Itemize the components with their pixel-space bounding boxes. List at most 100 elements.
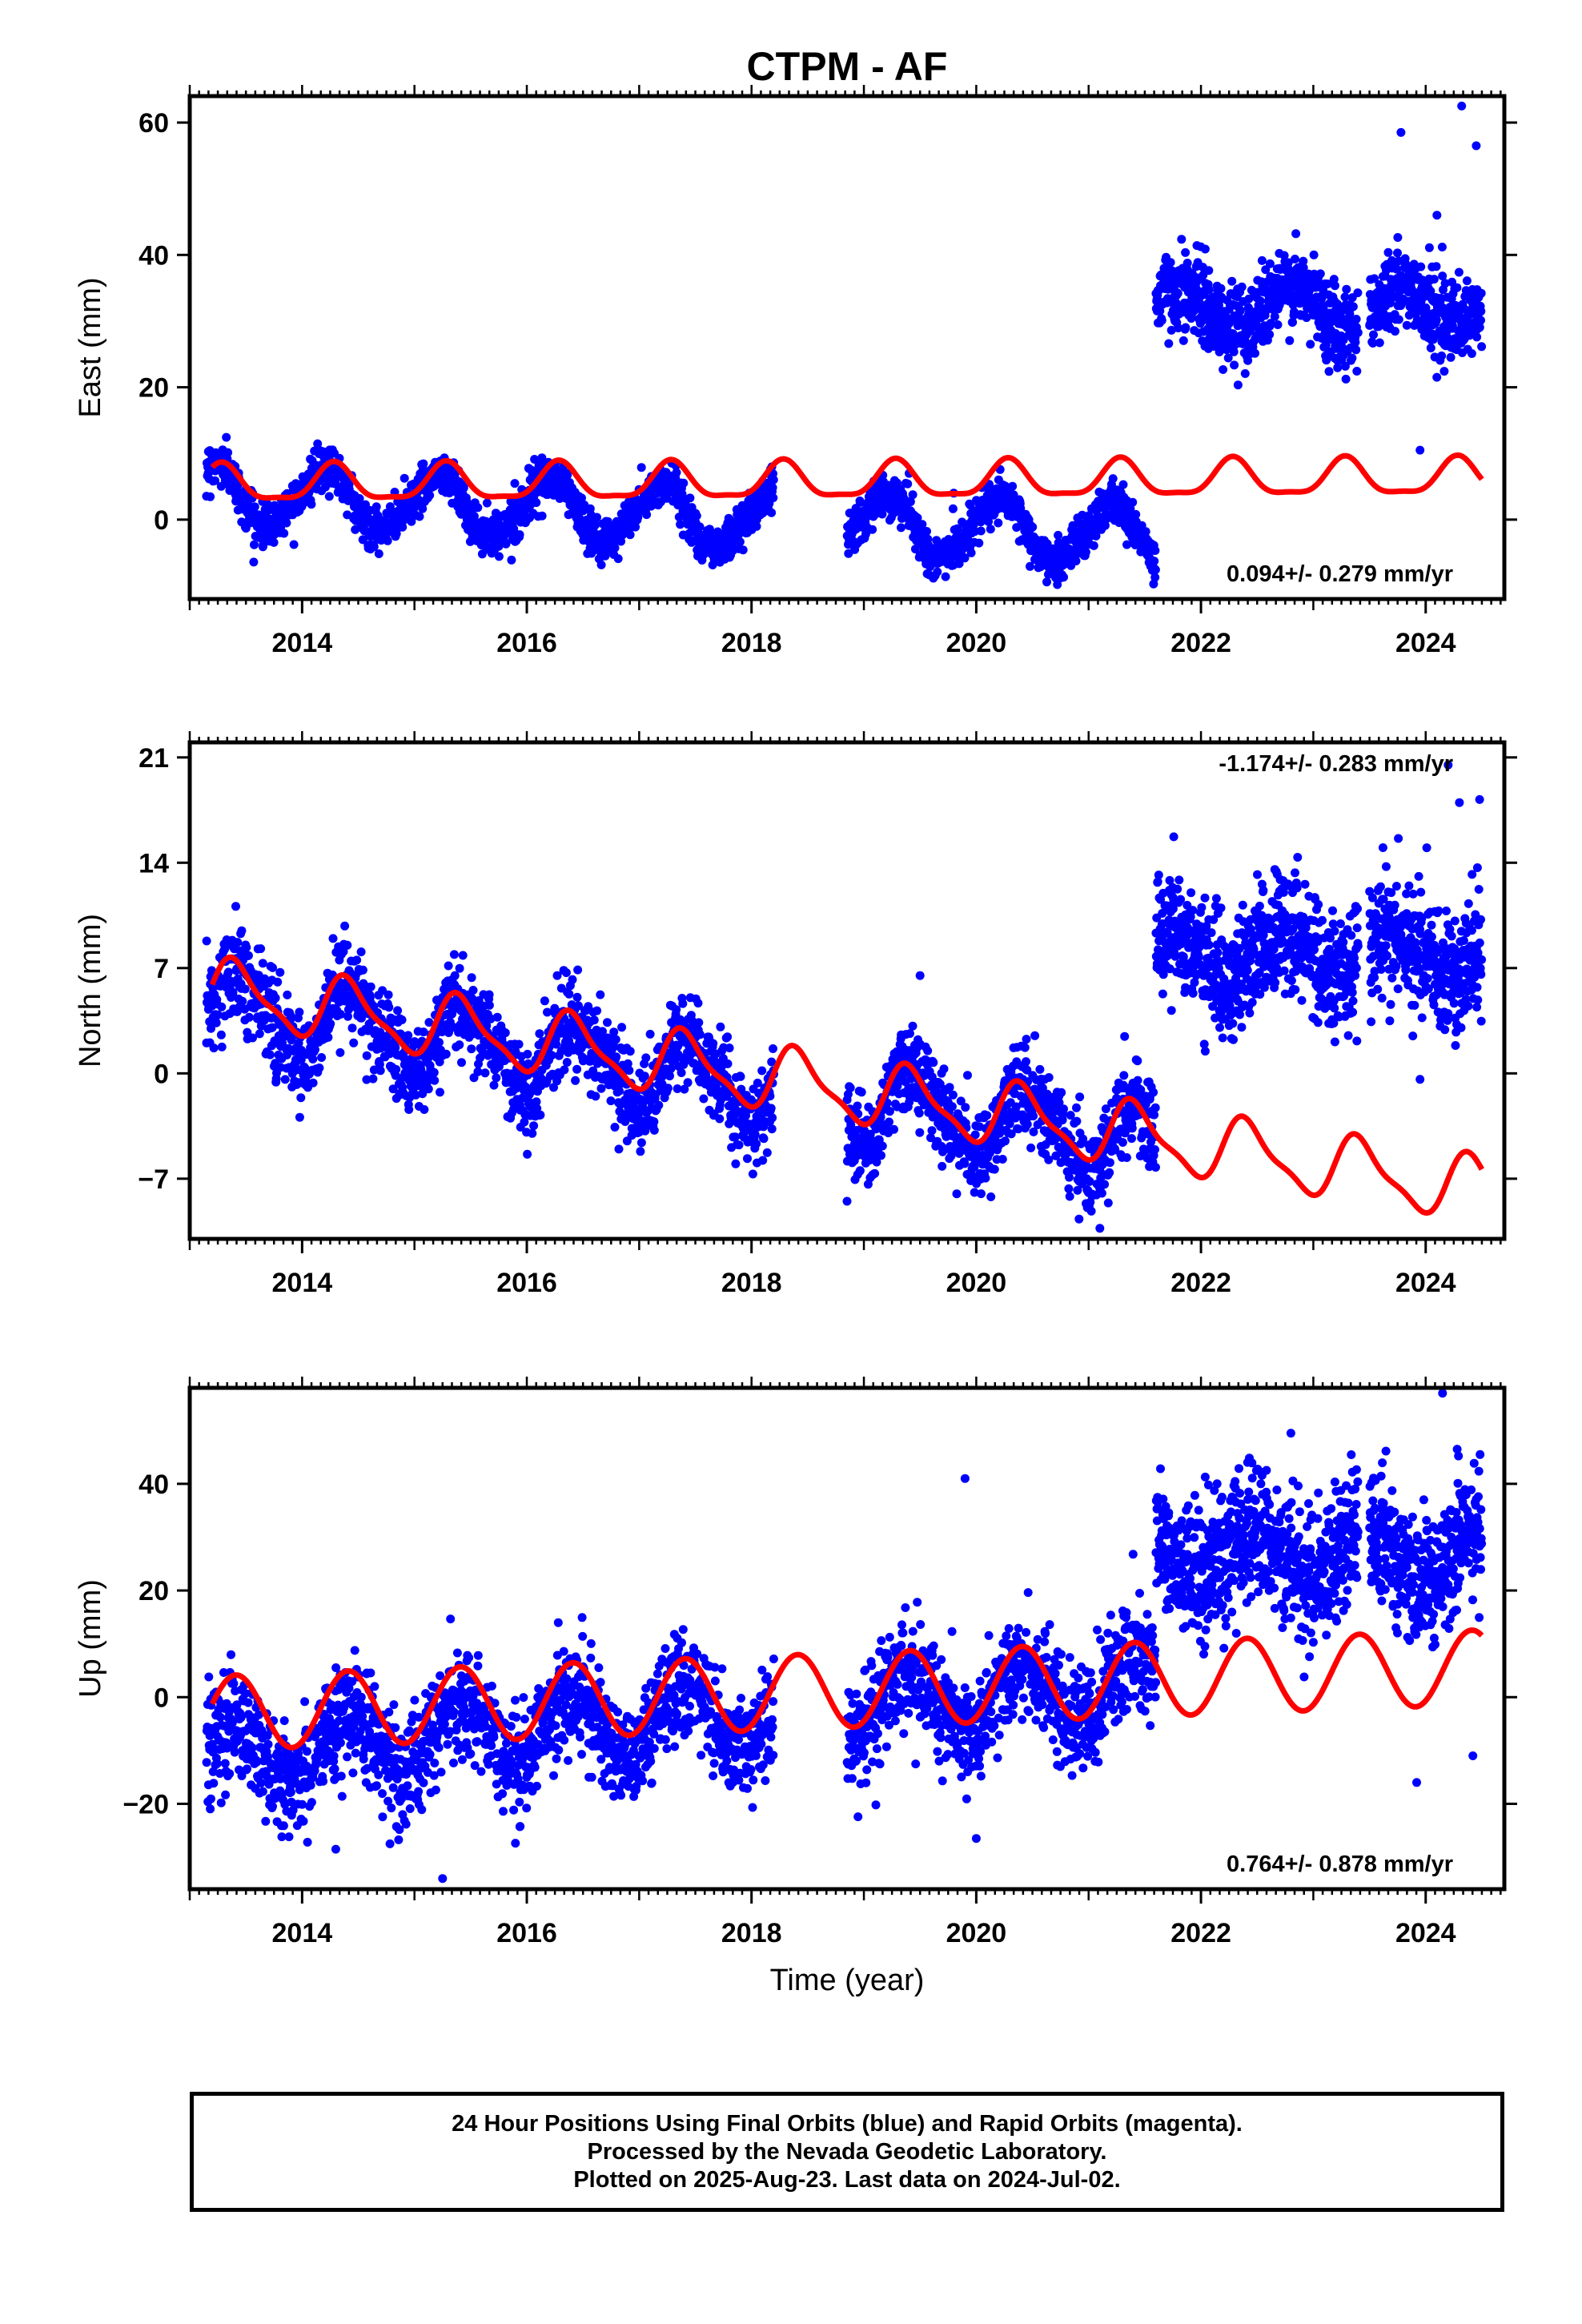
data-point: [1437, 351, 1447, 360]
x-tick-label: 2014: [272, 628, 333, 658]
data-point: [1391, 327, 1399, 336]
data-point: [458, 951, 468, 960]
data-point: [1394, 315, 1403, 324]
data-point: [1164, 339, 1174, 348]
data-point: [596, 1084, 606, 1093]
plot-area-north: [202, 760, 1487, 1233]
data-point: [1416, 262, 1426, 271]
data-point: [435, 1038, 444, 1047]
data-point: [1431, 316, 1441, 324]
data-point: [282, 1050, 291, 1059]
data-point: [625, 530, 635, 540]
rate-label-east: 0.094+/- 0.279 mm/yr: [1227, 561, 1453, 587]
data-point: [592, 513, 601, 522]
data-point: [467, 1044, 476, 1054]
data-point: [249, 557, 259, 567]
data-point: [295, 1112, 304, 1122]
data-point: [349, 1038, 359, 1047]
data-point: [326, 1019, 335, 1028]
data-point: [523, 1149, 532, 1159]
data-point: [855, 497, 865, 507]
data-point: [563, 470, 572, 480]
data-point: [913, 513, 922, 523]
x-tick-label: 2016: [496, 628, 557, 658]
data-point: [216, 1030, 226, 1039]
outlier-point: [1396, 127, 1406, 137]
data-point: [374, 549, 383, 558]
data-point: [572, 992, 582, 1002]
data-point: [273, 977, 283, 987]
data-point: [1370, 274, 1379, 283]
data-point: [966, 548, 976, 557]
data-point: [1476, 316, 1485, 325]
data-point: [415, 512, 424, 521]
data-point: [610, 543, 620, 553]
data-point: [269, 537, 279, 547]
data-point: [1266, 319, 1275, 328]
data-point: [613, 554, 623, 564]
data-point: [1439, 367, 1449, 376]
data-point: [1150, 557, 1159, 566]
model-curve-east: [210, 452, 1484, 501]
data-point: [596, 990, 605, 999]
data-point: [425, 491, 435, 500]
data-point: [636, 463, 646, 472]
data-point: [611, 1035, 620, 1044]
data-point: [954, 559, 964, 569]
data-point: [1223, 353, 1233, 363]
data-point: [528, 1128, 537, 1138]
data-point: [640, 1072, 649, 1081]
data-point: [974, 538, 984, 548]
data-point: [908, 490, 917, 500]
plot-area-east: [202, 101, 1487, 589]
data-point: [1122, 540, 1131, 549]
data-point: [1340, 292, 1350, 302]
data-point: [571, 1076, 580, 1085]
data-point: [343, 510, 352, 520]
data-point: [868, 525, 877, 534]
data-point: [1472, 332, 1482, 342]
data-point: [356, 947, 366, 957]
data-point: [1240, 369, 1250, 378]
data-point: [589, 1015, 599, 1025]
data-point: [1299, 256, 1308, 266]
data-point: [679, 478, 689, 488]
data-point: [256, 944, 266, 954]
data-point: [1229, 347, 1239, 356]
data-point: [289, 540, 299, 549]
data-point: [1323, 279, 1332, 288]
data-point: [514, 1039, 524, 1049]
data-point: [536, 1110, 545, 1120]
data-point: [323, 1032, 333, 1042]
data-point: [1182, 259, 1192, 267]
data-point: [223, 448, 233, 457]
data-point: [492, 1073, 501, 1083]
data-point: [625, 1047, 635, 1056]
data-point: [1351, 337, 1360, 347]
plot-frame-east: [187, 94, 1507, 601]
data-point: [1348, 302, 1358, 312]
data-point: [1426, 344, 1435, 352]
data-point: [1081, 547, 1090, 557]
data-point: [480, 1068, 490, 1078]
data-point: [315, 1063, 324, 1072]
data-point: [577, 493, 586, 503]
data-point: [564, 989, 574, 999]
data-point: [1026, 561, 1034, 571]
data-point: [948, 504, 958, 513]
data-point: [222, 432, 231, 442]
data-point: [1329, 275, 1339, 284]
data-point: [1369, 330, 1378, 340]
data-point: [1476, 288, 1486, 298]
data-point: [1100, 521, 1110, 530]
observed-points-east: [202, 101, 1487, 589]
data-point: [1283, 258, 1293, 267]
data-point: [1330, 281, 1339, 291]
data-point: [1131, 509, 1141, 519]
data-point: [1265, 259, 1275, 268]
data-point: [366, 982, 375, 991]
data-point: [1227, 276, 1237, 286]
data-point: [769, 475, 778, 485]
